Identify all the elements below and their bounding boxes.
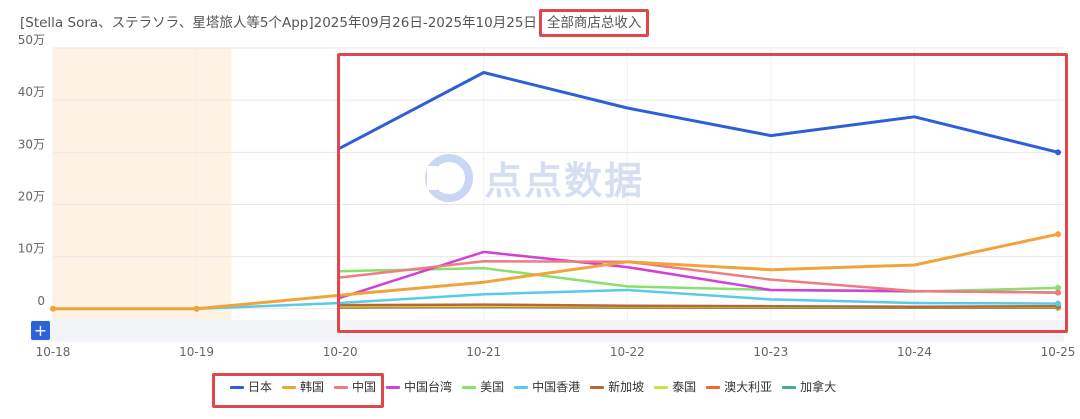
expand-button[interactable]: + [31, 321, 50, 340]
legend-label: 澳大利亚 [724, 380, 773, 394]
line-chart: 0 10万 20万 30万 40万 50万 10-18 10-19 10-20 10-21 10-2… [18, 33, 1076, 359]
x-tick-label: 10-24 [897, 345, 932, 359]
legend-swatch [590, 386, 605, 389]
y-tick-label: 0 [37, 294, 45, 308]
chart-title-highlight: 全部商店总收入 [538, 9, 650, 37]
legend-swatch [654, 386, 669, 389]
legend-item[interactable]: 美国 [462, 378, 504, 395]
data-point [1055, 149, 1061, 156]
legend-swatch [282, 386, 297, 389]
data-point [1055, 231, 1061, 238]
legend-swatch [230, 386, 244, 389]
x-tick-label: 10-20 [323, 345, 358, 359]
legend-item[interactable]: 韩国 [282, 378, 324, 395]
y-tick-label: 30万 [18, 137, 45, 151]
x-tick-label: 10-22 [610, 345, 645, 359]
legend-swatch [334, 386, 349, 389]
legend-item[interactable]: 加拿大 [782, 378, 836, 395]
data-point [1055, 284, 1061, 291]
legend-item[interactable]: 泰国 [654, 378, 696, 395]
series-line [338, 303, 1060, 308]
x-tick-label: 10-18 [36, 345, 71, 359]
x-tick-label: 10-19 [179, 345, 214, 359]
legend-item[interactable]: 中国 [334, 378, 376, 395]
x-tick-label: 10-23 [753, 345, 788, 359]
legend-label: 美国 [480, 380, 505, 394]
legend-highlight-box [212, 373, 384, 408]
legend-label: 中国 [352, 380, 377, 394]
series-line [195, 288, 1060, 311]
series-line [338, 260, 1060, 294]
legend-swatch [706, 386, 721, 389]
legend-swatch [782, 386, 797, 389]
series-line [338, 71, 1060, 154]
legend-swatch [462, 386, 477, 389]
legend-item[interactable]: 澳大利亚 [706, 378, 772, 395]
y-tick-label: 50万 [18, 33, 45, 47]
series-3 [338, 260, 1061, 296]
series-line [51, 232, 1060, 311]
legend-label: 新加坡 [608, 380, 645, 394]
series-1 [338, 71, 1061, 156]
watermark-text: 点点数据 [484, 159, 645, 203]
data-point [50, 305, 56, 312]
legend-label: 加拿大 [800, 380, 837, 394]
watermark-logo-icon [425, 153, 473, 202]
plot-highlight-box [337, 53, 1068, 333]
y-tick-label: 10万 [18, 242, 45, 256]
legend-label: 中国台湾 [404, 380, 453, 394]
legend-item[interactable]: 中国台湾 [386, 378, 452, 395]
y-tick-label: 20万 [18, 189, 45, 203]
legend-label: 日本 [248, 380, 273, 394]
legend-item[interactable]: 新加坡 [590, 378, 644, 395]
legend-label: 中国香港 [532, 380, 581, 394]
x-tick-label: 10-25 [1041, 345, 1076, 359]
series-2 [50, 231, 1061, 312]
legend-label: 韩国 [300, 380, 325, 394]
legend-swatch [514, 386, 529, 389]
legend-item[interactable]: 日本 [230, 378, 272, 395]
shaded-region [53, 48, 232, 322]
y-tick-label: 40万 [18, 85, 45, 99]
legend-label: 泰国 [672, 380, 697, 394]
data-point [1055, 300, 1061, 307]
legend-swatch [386, 386, 401, 389]
chart-title-text: [Stella Sora、ステラソラ、星塔旅人等5个App]2025年09月26… [20, 15, 537, 31]
chart-title: [Stella Sora、ステラソラ、星塔旅人等5个App]2025年09月26… [20, 9, 650, 37]
watermark: 点点数据 [425, 150, 644, 210]
data-point [1055, 289, 1061, 296]
data-point [193, 305, 200, 312]
chart-legend: 日本 韩国 中国 中国台湾 美国 中国香港 新加坡 泰国 澳大利亚 加拿大 [230, 378, 846, 398]
x-tick-label: 10-21 [466, 345, 501, 359]
legend-item[interactable]: 中国香港 [514, 378, 580, 395]
